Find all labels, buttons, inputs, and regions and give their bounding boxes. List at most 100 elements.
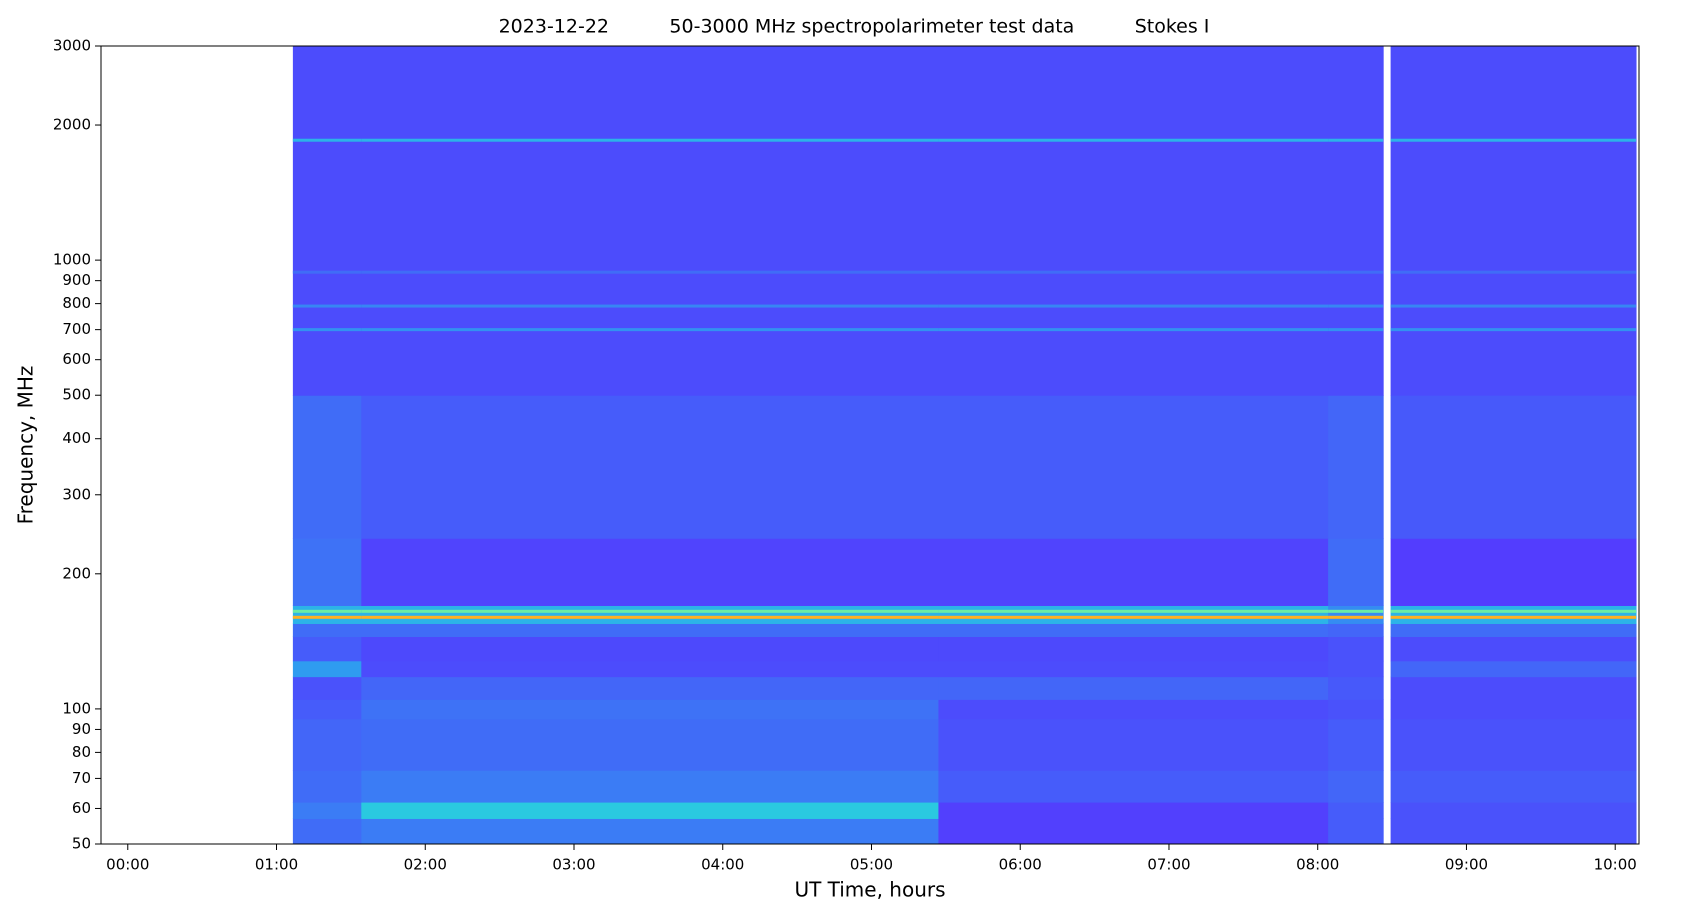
heatmap-cell — [361, 636, 939, 662]
rfi-line — [1390, 609, 1637, 613]
heatmap-cell — [938, 676, 1329, 700]
y-tick-label: 200 — [62, 564, 91, 582]
heatmap-cell — [292, 623, 362, 637]
y-tick-label: 900 — [62, 271, 91, 289]
heatmap-cell — [1328, 538, 1384, 606]
y-tick-label: 70 — [72, 769, 91, 787]
rfi-line — [1328, 328, 1384, 332]
rfi-line — [361, 304, 939, 308]
rfi-line — [1328, 270, 1384, 274]
x-axis-label: UT Time, hours — [794, 878, 945, 902]
heatmap-cell — [938, 605, 1329, 624]
heatmap-cell — [1390, 636, 1637, 662]
rfi-line — [292, 328, 362, 332]
heatmap-cell — [1390, 699, 1637, 720]
x-tick-label: 00:00 — [106, 856, 149, 874]
heatmap-cell — [938, 802, 1329, 819]
heatmap-cell — [938, 636, 1329, 662]
plot-frame — [100, 45, 1640, 845]
heatmap-cell — [1390, 46, 1637, 396]
heatmap-cell — [1390, 676, 1637, 700]
heatmap-cell — [1328, 770, 1384, 803]
y-tick-label: 800 — [62, 294, 91, 312]
y-tick-label: 700 — [62, 320, 91, 338]
y-tick-label: 600 — [62, 350, 91, 368]
y-tick-label: 3000 — [53, 37, 91, 55]
rfi-line — [361, 615, 939, 619]
y-tick-label: 50 — [72, 835, 91, 853]
heatmap-cell — [938, 718, 1329, 771]
x-tick-label: 02:00 — [404, 856, 447, 874]
x-tick-label: 09:00 — [1445, 856, 1488, 874]
heatmap-cell — [1328, 802, 1384, 819]
heatmap-cell — [292, 605, 362, 624]
heatmap-cell — [938, 395, 1329, 539]
rfi-line — [292, 615, 362, 619]
rfi-line — [938, 615, 1329, 619]
rfi-line — [361, 328, 939, 332]
x-tick-label: 03:00 — [552, 856, 595, 874]
chart-title: 2023-12-22 50-3000 MHz spectropolarimete… — [499, 16, 1210, 38]
heatmap-cell — [1390, 660, 1637, 678]
heatmap-cell — [361, 395, 939, 539]
heatmap-cell — [1328, 699, 1384, 720]
heatmap-cell — [1390, 395, 1637, 539]
rfi-line — [292, 138, 362, 142]
y-tick-label: 300 — [62, 485, 91, 503]
heatmap-cell — [938, 699, 1329, 720]
heatmap-cell — [1328, 660, 1384, 678]
heatmap-cell — [292, 718, 362, 771]
heatmap-cell — [292, 802, 362, 819]
heatmap-cell — [361, 623, 939, 637]
heatmap-cell — [292, 770, 362, 803]
heatmap-cell — [1328, 395, 1384, 539]
heatmap-cell — [292, 395, 362, 539]
y-tick-label: 90 — [72, 720, 91, 738]
heatmap-cell — [292, 636, 362, 662]
heatmap-cell — [1390, 538, 1637, 606]
y-tick-label: 400 — [62, 429, 91, 447]
rfi-line — [1390, 270, 1637, 274]
rfi-line — [292, 609, 362, 613]
y-tick-label: 500 — [62, 386, 91, 404]
heatmap-cell — [1328, 46, 1384, 396]
heatmap-cell — [1328, 605, 1384, 624]
heatmap-cell — [1390, 623, 1637, 637]
rfi-line — [1390, 138, 1637, 142]
x-tick-label: 04:00 — [701, 856, 744, 874]
rfi-line — [938, 328, 1329, 332]
heatmap-cell — [1390, 802, 1637, 819]
heatmap-cell — [938, 660, 1329, 678]
rfi-line — [1328, 609, 1384, 613]
heatmap-cell — [1390, 605, 1637, 624]
heatmap-cell — [292, 699, 362, 720]
rfi-line — [1328, 615, 1384, 619]
rfi-line — [938, 270, 1329, 274]
y-tick-label: 60 — [72, 799, 91, 817]
heatmap-cell — [1328, 636, 1384, 662]
heatmap-cell — [938, 538, 1329, 606]
heatmap-cell — [1328, 718, 1384, 771]
heatmap-cell — [938, 623, 1329, 637]
heatmap-cell — [361, 676, 939, 700]
heatmap-cell — [292, 676, 362, 700]
y-tick-label: 80 — [72, 743, 91, 761]
heatmap-cell — [292, 538, 362, 606]
heatmap-cell — [361, 802, 939, 819]
heatmap-cell — [292, 818, 362, 845]
heatmap-cell — [1328, 818, 1384, 845]
x-tick-label: 05:00 — [850, 856, 893, 874]
rfi-line — [1390, 304, 1637, 308]
heatmap-cell — [361, 818, 939, 845]
heatmap-cell — [361, 538, 939, 606]
heatmap-cell — [1328, 676, 1384, 700]
rfi-line — [938, 138, 1329, 142]
rfi-line — [938, 609, 1329, 613]
rfi-line — [1390, 328, 1637, 332]
heatmap-cell — [938, 46, 1329, 396]
x-tick-label: 08:00 — [1296, 856, 1339, 874]
rfi-line — [1328, 138, 1384, 142]
x-tick-label: 07:00 — [1147, 856, 1190, 874]
y-tick-label: 1000 — [53, 251, 91, 269]
